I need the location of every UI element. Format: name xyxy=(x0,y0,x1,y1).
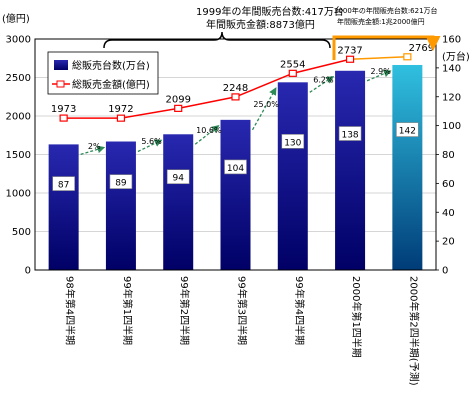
right-tick-label: 160 xyxy=(442,35,461,46)
line-point xyxy=(231,93,240,101)
growth-arrow xyxy=(251,87,277,131)
line-value-label: 2769 xyxy=(409,43,434,54)
right-axis-unit: (万台) xyxy=(442,50,470,63)
line-point xyxy=(116,114,126,122)
right-tick-label: 100 xyxy=(442,121,461,132)
bar xyxy=(335,70,366,270)
right-tick-label: 20 xyxy=(442,237,455,248)
left-tick-label: 1500 xyxy=(6,150,31,161)
line-value-label: 1973 xyxy=(51,104,76,115)
bracket-1999 xyxy=(103,31,331,49)
bar-value-label: 142 xyxy=(399,127,416,137)
right-tick-label: 40 xyxy=(442,208,455,219)
growth-label: 5.6% xyxy=(141,137,162,146)
bar xyxy=(48,144,79,270)
bar-value-box xyxy=(224,159,247,175)
bar-value-box xyxy=(338,126,362,141)
growth-arrows: 2% 5.6% 10.6% 25.0% 6.2% 2.9% xyxy=(80,67,392,156)
growth-arrow xyxy=(366,69,392,82)
legend: 総販売台数(万台) 総販売金額(億円) xyxy=(47,51,159,95)
line-value-label: 2248 xyxy=(223,83,248,94)
bar-value-box xyxy=(281,134,305,149)
left-tick-label: 0 xyxy=(25,266,31,277)
growth-arrow xyxy=(80,145,106,156)
category-label: 99年第4四半期 xyxy=(293,276,306,345)
right-tick-label: 140 xyxy=(442,63,461,74)
annotation-1999-sales: 年間販売金額:8873億円 xyxy=(206,18,315,31)
line-point xyxy=(345,55,355,63)
bar-value-box xyxy=(396,122,419,137)
growth-label: 6.2% xyxy=(313,76,334,85)
annotation-2000-units: 2000年の年間販売台数:621万台 xyxy=(334,6,438,15)
bar xyxy=(105,141,136,270)
legend-bar-swatch xyxy=(54,60,68,70)
category-label: 99年第3四半期 xyxy=(236,276,249,345)
growth-label: 10.6% xyxy=(196,126,222,135)
right-tick-label: 120 xyxy=(442,92,461,103)
plot-frame xyxy=(34,38,437,271)
bar xyxy=(277,82,308,270)
bar-value-label: 89 xyxy=(115,179,127,189)
left-tick-label: 2000 xyxy=(6,112,31,123)
right-axis-ticks: 0 20 40 60 80 100 120 140 160 xyxy=(436,35,461,277)
line-value-label: 1972 xyxy=(108,104,133,115)
bars: 87 89 94 104 130 138 142 xyxy=(48,64,423,270)
left-axis-ticks: 0 500 1000 1500 2000 2500 3000 xyxy=(6,35,31,277)
category-label: 2000年第1四半期 xyxy=(350,276,363,358)
line-value-label: 2554 xyxy=(280,59,305,70)
growth-arrow xyxy=(137,139,163,153)
bar xyxy=(220,119,251,270)
bar-value-box xyxy=(52,176,75,191)
growth-label: 2.9% xyxy=(371,67,392,76)
legend-line-label: 総販売金額(億円) xyxy=(72,78,150,91)
right-tick-label: 60 xyxy=(442,179,455,190)
forecast-line-segment xyxy=(350,56,408,61)
bar-value-box xyxy=(166,169,190,185)
bar-value-label: 138 xyxy=(341,131,358,141)
growth-label: 2% xyxy=(88,142,101,151)
bar xyxy=(392,64,423,270)
left-tick-label: 500 xyxy=(12,227,31,238)
line-point xyxy=(403,53,412,61)
bar-value-label: 130 xyxy=(284,138,301,148)
growth-label: 25.0% xyxy=(253,100,279,109)
bar-value-label: 104 xyxy=(227,164,244,174)
right-tick-label: 0 xyxy=(442,266,448,277)
sales-line-path xyxy=(63,58,351,119)
bar-value-label: 87 xyxy=(58,181,69,191)
left-axis-unit: (億円) xyxy=(2,12,30,25)
line-point xyxy=(59,114,68,122)
right-tick-label: 80 xyxy=(442,150,455,161)
bar xyxy=(163,134,194,270)
left-tick-label: 1000 xyxy=(6,189,31,200)
category-label: 98年第4四半期 xyxy=(64,276,77,345)
category-labels: 98年第4四半期 99年第1四半期 99年第2四半期 99年第3四半期 99年第4四半期… xyxy=(64,276,421,386)
bar-value-label: 94 xyxy=(172,174,184,184)
bar-value-box xyxy=(109,174,133,189)
category-label: 99年第1四半期 xyxy=(121,276,134,345)
line-point xyxy=(174,104,183,112)
line-point xyxy=(288,69,297,77)
line-value-label: 2099 xyxy=(165,94,190,105)
annotation-1999-units: 1999年の年間販売台数:417万台 xyxy=(196,5,344,18)
left-tick-label: 2500 xyxy=(6,73,31,84)
legend-bar-label: 総販売台数(万台) xyxy=(72,59,150,72)
category-label: 2000年第2四半期(予測) xyxy=(407,276,420,386)
sales-line: 1973 1972 2099 2248 2554 2737 2769 xyxy=(51,43,434,122)
annotation-2000-sales: 年間販売金額:1兆2000億円 xyxy=(337,17,425,26)
left-tick-label: 3000 xyxy=(6,35,31,46)
line-value-label: 2737 xyxy=(337,45,362,56)
category-label: 99年第2四半期 xyxy=(178,276,191,345)
bracket-2000 xyxy=(332,35,441,60)
